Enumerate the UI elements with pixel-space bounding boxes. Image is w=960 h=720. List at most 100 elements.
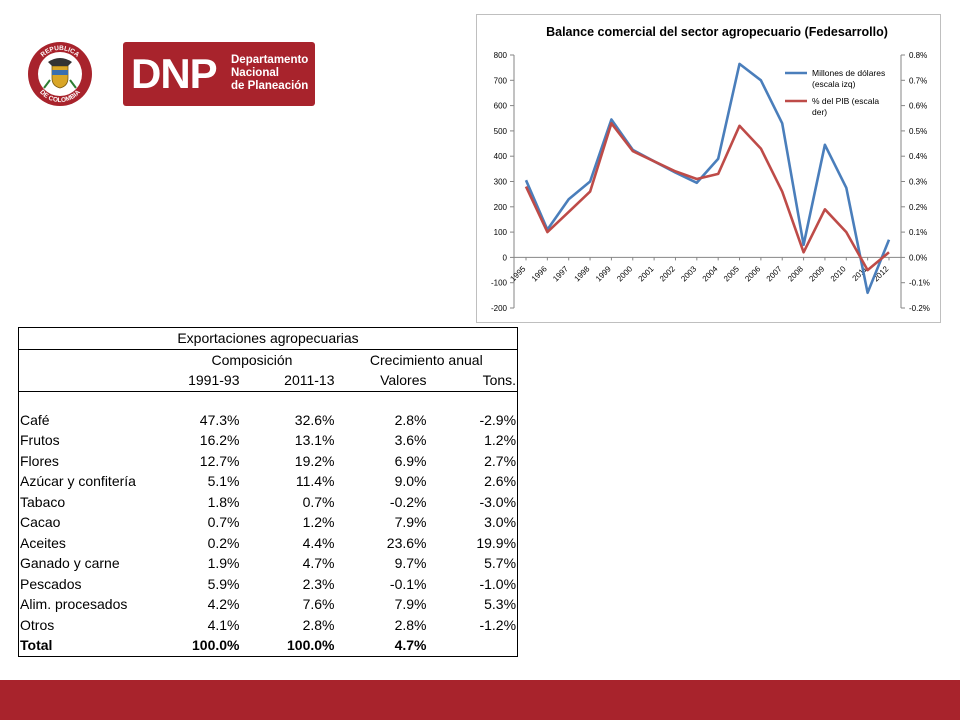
dnp-wordmark: DNP Departamento Nacional de Planeación [123, 42, 315, 106]
table-title: Exportaciones agropecuarias [18, 327, 518, 350]
table-cell: 0.2% [207, 534, 240, 551]
table-cell: 7.9% [394, 596, 427, 612]
table-cell: 23.6% [386, 534, 427, 551]
table-cell: 3.6% [394, 432, 427, 448]
table-cell: -0.1% [389, 575, 427, 592]
table-cell: 19.2% [294, 452, 335, 469]
y-left-tick-label: 600 [494, 102, 508, 111]
table-cell: 2.7% [484, 452, 517, 469]
column-header: Tons. [427, 370, 518, 392]
y-left-tick-label: -100 [491, 279, 508, 288]
series-line [524, 62, 891, 295]
column-header: 1991-93 [168, 370, 241, 392]
table-cell: 100.0% [192, 637, 240, 653]
y-left-tick-label: 300 [494, 178, 508, 187]
table-cell: 2.8% [394, 616, 427, 633]
table-row: Tabaco 1.8% 0.7% -0.2% -3.0% [19, 492, 518, 513]
table-cell: -3.0% [479, 493, 517, 510]
dnp-name-line: de Planeación [231, 80, 309, 92]
row-label: Otros [20, 616, 55, 633]
x-tick-label: 2004 [701, 264, 720, 283]
row-label: Aceites [20, 534, 66, 551]
dnp-acronym: DNP [131, 50, 218, 97]
table-row: Frutos 16.2% 13.1% 3.6% 1.2% [19, 430, 518, 451]
table-cell: 4.1% [207, 616, 240, 633]
table-row: Pescados 5.9% 2.3% -0.1% -1.0% [19, 574, 518, 595]
table-cell: -2.9% [479, 411, 517, 428]
chart-canvas: Balance comercial del sector agropecuari… [491, 25, 930, 313]
y-left-tick-label: 200 [494, 203, 508, 212]
row-label: Pescados [20, 575, 82, 592]
x-tick-label: 2009 [807, 264, 826, 283]
table-row: Otros 4.1% 2.8% 2.8% -1.2% [19, 615, 518, 636]
table-cell: 19.9% [476, 534, 517, 551]
table-cell: 11.4% [295, 473, 335, 489]
x-tick-label: 1998 [573, 264, 592, 283]
row-label: Frutos [20, 432, 60, 448]
table-cell: 7.9% [394, 514, 427, 530]
table-cell: -1.2% [479, 616, 517, 633]
table-row: Aceites 0.2% 4.4% 23.6% 19.9% [19, 533, 518, 554]
table-cell: 0.7% [207, 514, 240, 530]
table-cell: 0.7% [302, 493, 335, 510]
dnp-full-name: Departamento Nacional de Planeación [231, 54, 308, 93]
table-cell: 2.8% [394, 411, 427, 428]
table-cell: 13.1% [294, 432, 335, 448]
dnp-name-line: Nacional [231, 67, 279, 79]
x-tick-label: 2000 [615, 264, 634, 283]
row-label: Cacao [20, 514, 61, 530]
x-tick-label: 1999 [594, 264, 613, 283]
table-row: Alim. procesados 4.2% 7.6% 7.9% 5.3% [19, 594, 518, 615]
table-cell: 47.3% [199, 411, 240, 428]
table-body: Café 47.3% 32.6% 2.8% -2.9% Frutos 16.2% 13.1% 3… [19, 410, 518, 657]
agro-exports-table: Exportaciones agropecuarias Composición … [18, 327, 519, 657]
y-right-tick-label: 0.3% [909, 178, 927, 187]
x-tick-label: 2001 [637, 264, 656, 283]
table-cell: 32.6% [294, 411, 335, 428]
y-left-tick-label: 500 [494, 127, 508, 136]
table-cell: 5.7% [484, 555, 517, 571]
table-cell: 1.2% [302, 514, 335, 530]
row-label: Azúcar y confitería [20, 473, 136, 489]
row-label: Café [20, 411, 50, 428]
trade-balance-chart: Balance comercial del sector agropecuari… [476, 14, 941, 323]
y-right-tick-label: 0.6% [909, 102, 927, 111]
x-tick-label: 2006 [743, 264, 762, 283]
table-row: Café 47.3% 32.6% 2.8% -2.9% [19, 410, 518, 431]
y-left-tick-label: 100 [494, 228, 508, 237]
table-row: Flores 12.7% 19.2% 6.9% 2.7% [19, 451, 518, 472]
row-label: Ganado y carne [20, 555, 120, 571]
y-left-tick-label: 0 [503, 253, 508, 262]
x-tick-label: 2005 [722, 264, 741, 283]
y-right-tick-label: 0.1% [909, 228, 927, 237]
legend-label: Millones de dólares (escala izq) [812, 68, 885, 89]
column-header: Valores [335, 370, 428, 392]
group-header-growth: Crecimiento anual [369, 351, 483, 368]
y-left-tick-label: 800 [494, 51, 508, 60]
table-cell: 6.9% [394, 452, 427, 469]
table-cell: 5.1% [207, 473, 240, 489]
table-cell: 4.7% [302, 555, 335, 571]
table-cell: 3.0% [484, 514, 517, 530]
group-header-composition: Composición [211, 351, 293, 368]
y-right-tick-label: 0.2% [909, 203, 927, 212]
table-cell: 9.0% [394, 473, 427, 489]
dnp-name-line: Departamento [231, 54, 309, 66]
y-right-tick-label: 0.7% [909, 76, 927, 85]
row-label: Alim. procesados [20, 596, 128, 612]
x-tick-label: 2003 [679, 264, 698, 283]
x-tick-label: 2002 [658, 264, 677, 283]
chart-title: Balance comercial del sector agropecuari… [546, 25, 888, 39]
x-tick-label: 1996 [530, 264, 549, 283]
colombia-seal-icon: REPUBLICA DE COLOMBIA [28, 42, 92, 106]
row-label: Flores [20, 452, 59, 469]
table-row: Ganado y carne 1.9% 4.7% 9.7% 5.7% [19, 553, 518, 574]
table-cell: 4.4% [302, 534, 335, 551]
y-left-tick-label: -200 [491, 304, 508, 313]
table-total-row: Total 100.0% 100.0% 4.7% [19, 635, 518, 656]
table-cell: 16.2% [199, 432, 240, 448]
y-right-tick-label: -0.2% [909, 304, 930, 313]
x-tick-label: 2007 [765, 264, 784, 283]
table-cell: 2.8% [302, 616, 335, 633]
table-cell: 12.7% [199, 452, 240, 469]
